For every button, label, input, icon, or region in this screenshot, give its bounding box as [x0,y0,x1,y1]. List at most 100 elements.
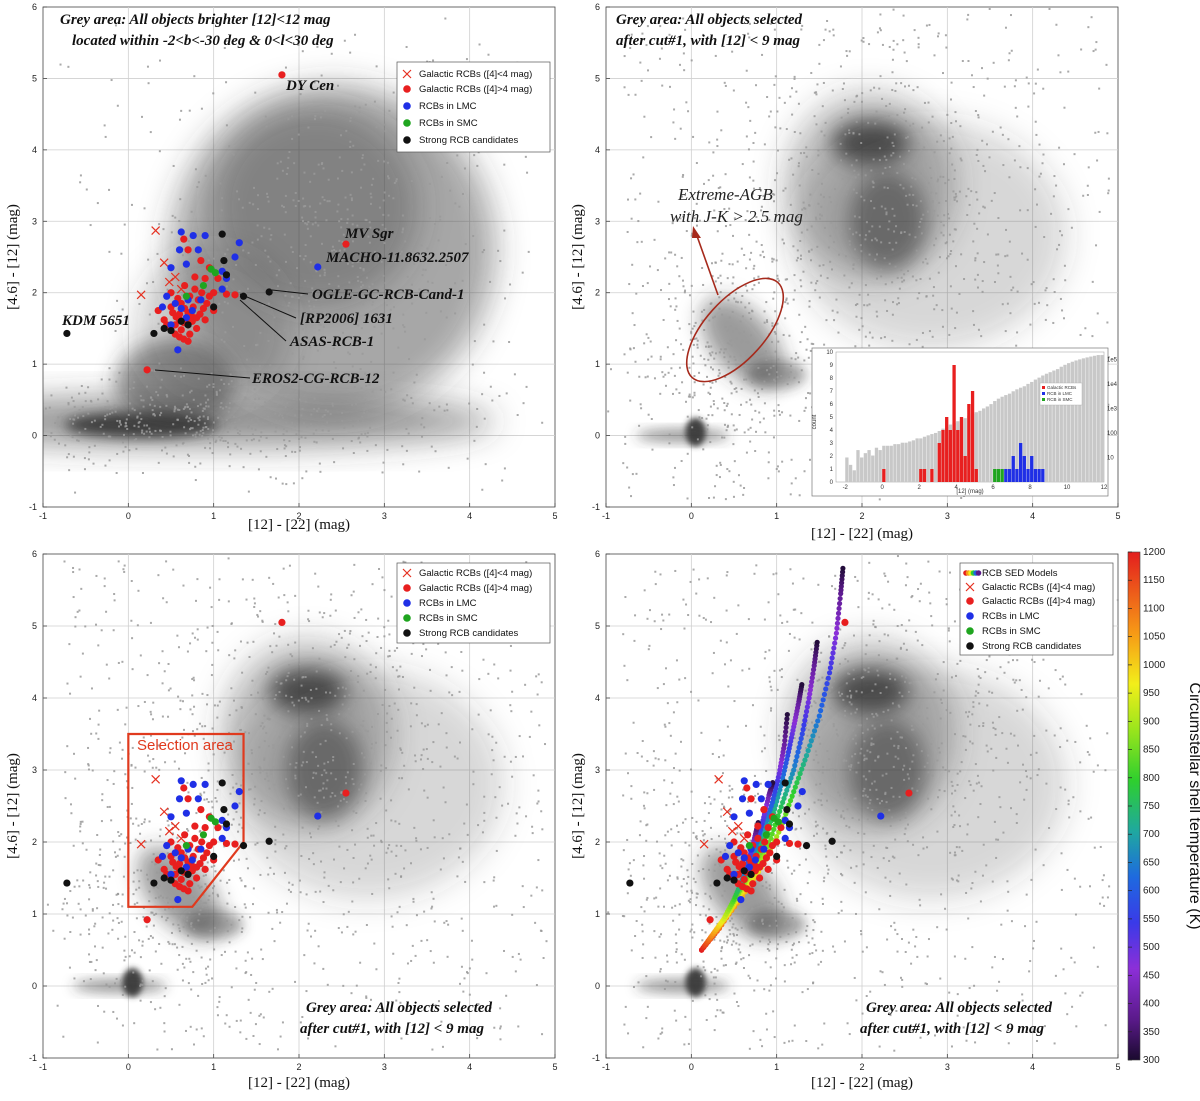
grey-point [759,1038,762,1041]
grey-point [734,358,737,361]
inset-bar-all [900,442,904,482]
grey-point [817,149,820,152]
grey-point [522,906,525,909]
grey-point [505,392,508,395]
grey-point [149,131,152,134]
grey-point [920,750,923,753]
grey-point [941,72,944,75]
grey-point [1024,769,1027,772]
strong-candidate-point [239,292,248,300]
grey-point [345,687,348,690]
y-tick-label: 2 [32,837,37,847]
grey-point [226,302,229,305]
grey-point [970,74,973,77]
grey-point [1095,244,1098,247]
galactic-bright-point [197,256,205,265]
grey-point [972,323,975,326]
grey-point [238,919,241,922]
grey-point [768,938,771,941]
grey-point [793,274,796,277]
grey-point [938,789,941,792]
grey-point [808,458,811,461]
grey-point [696,438,699,441]
grey-point [349,1030,352,1033]
grey-point [423,196,426,199]
grey-point [465,58,468,61]
grey-point [716,969,719,972]
grey-point [234,905,237,908]
grey-point [390,717,393,720]
grey-point [332,858,335,861]
grey-point [937,178,940,181]
grey-point [753,919,756,922]
grey-point [472,1027,475,1030]
grey-point [307,700,310,703]
grey-point [430,907,433,910]
grey-point [395,178,398,181]
grey-point [1059,746,1062,749]
y-tick-label: 0 [32,431,37,441]
grey-point [729,933,732,936]
grey-point [99,425,102,428]
grey-point [719,274,722,277]
grey-point [317,945,320,948]
grey-point [211,432,214,435]
grey-point [197,377,200,380]
grey-point [817,154,820,157]
grey-point [789,414,792,417]
grey-point [304,204,307,207]
grey-point [338,732,341,735]
grey-point [995,856,998,859]
grey-point [321,429,324,432]
grey-point [215,800,218,803]
grey-point [274,623,277,626]
grey-point [432,741,435,744]
grey-point [668,433,671,436]
grey-point [149,1001,152,1004]
grey-point [659,358,662,361]
grey-point [200,885,203,888]
grey-point [143,432,146,435]
grey-point [1020,688,1023,691]
grey-point [161,436,164,439]
grey-point [77,416,80,419]
grey-point [149,935,152,938]
grey-point [740,926,743,929]
grey-point [193,879,196,882]
grey-point [708,497,711,500]
x-tick-label: 0 [689,511,694,521]
grey-point [348,281,351,284]
grey-point [309,832,312,835]
grey-point [719,939,722,942]
grey-point [137,705,140,708]
grey-point [732,480,735,483]
grey-point [227,441,230,444]
grey-point [68,966,71,969]
grey-point [203,407,206,410]
grey-point [650,355,653,358]
grey-point [204,401,207,404]
grey-point [889,677,892,680]
grey-point [714,261,717,264]
grey-point [753,277,756,280]
grey-point [754,131,757,134]
grey-point [687,1042,690,1045]
inset-legend-box [1039,382,1083,406]
grey-point [893,744,896,747]
grey-point [456,757,459,760]
grey-point [101,946,104,949]
grey-point [843,758,846,761]
grey-point [685,603,688,606]
grey-point [256,417,259,420]
grey-point [206,418,209,421]
grey-point [721,252,724,255]
grey-point [337,824,340,827]
grey-point [944,34,947,37]
grey-point [932,286,935,289]
grey-point [374,677,377,680]
grey-point [1034,82,1037,85]
grey-point [344,656,347,659]
grey-point [938,201,941,204]
grey-point [666,960,669,963]
grey-point [778,413,781,416]
